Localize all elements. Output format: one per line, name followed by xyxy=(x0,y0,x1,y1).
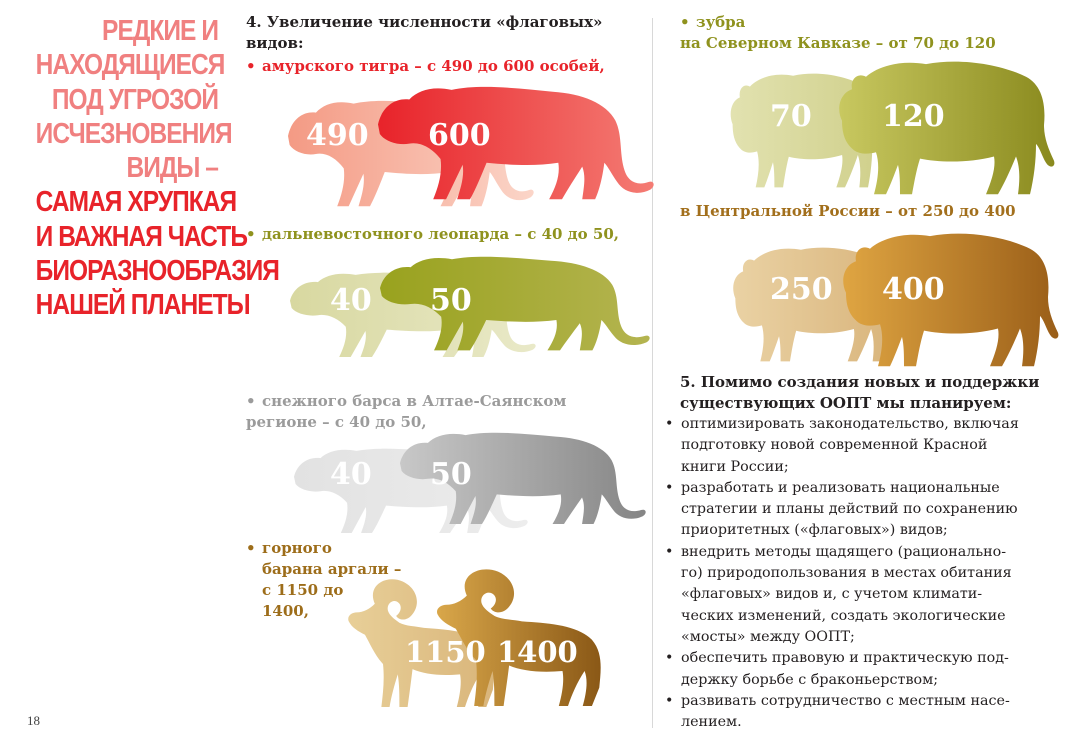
bison-central-label: в Центральной России – от 250 до 400 xyxy=(680,202,1016,220)
argali-label-line: горного xyxy=(262,539,332,557)
plan-item-line: книги России; xyxy=(681,458,789,475)
headline-line: И ВАЖНАЯ ЧАСТЬ xyxy=(35,220,248,253)
bison-central-count-from: 250 xyxy=(770,272,833,307)
plan-item-line: го) природопользования в местах обитания xyxy=(681,565,1012,582)
section4-heading: 4. Увеличение численности «флаговых» вид… xyxy=(246,12,602,54)
plan-item: развивать сотрудничество с местным насе-… xyxy=(663,691,1058,734)
snow-leopard-count-from: 40 xyxy=(330,457,372,492)
plan-item-line: стратегии и планы действий по сохранению xyxy=(681,501,1018,518)
section5-heading: 5. Помимо создания новых и поддержки сущ… xyxy=(680,372,1039,414)
plan-item-line: обеспечить правовую и практическую под- xyxy=(681,650,1009,667)
argali-label: • горного барана аргали – с 1150 до 1400, xyxy=(246,539,402,620)
plan-item-line: «мосты» между ООПТ; xyxy=(681,628,855,645)
snow-leopard-label-line: снежного барса в Алтае-Саянском xyxy=(262,392,567,410)
tiger-count-to: 600 xyxy=(428,118,491,153)
plan-item-line: лением. xyxy=(681,714,742,731)
plan-list: оптимизировать законодательство, включая… xyxy=(663,414,1058,733)
headline-line: САМАЯ ХРУПКАЯ xyxy=(35,186,238,219)
argali-label-line: с 1150 до xyxy=(262,581,344,599)
section5-heading-line: 5. Помимо создания новых и поддержки xyxy=(680,373,1040,391)
plan-item: оптимизировать законодательство, включая… xyxy=(663,414,1058,478)
headline: РЕДКИЕ И НАХОДЯЩИЕСЯ ПОД УГРОЗОЙ ИСЧЕЗНО… xyxy=(35,14,280,323)
section5-heading-line: существующих ООПТ мы планируем: xyxy=(680,394,1012,412)
argali-count-to: 1400 xyxy=(497,635,578,669)
snow-leopard-count-to: 50 xyxy=(430,457,472,492)
bison-label: • зубра на Северном Кавказе – от 70 до 12… xyxy=(680,13,996,52)
plan-item: разработать и реализовать национальные с… xyxy=(663,478,1058,542)
tiger-label-text: амурского тигра – с 490 до 600 особей, xyxy=(262,57,605,75)
leopard-label: • дальневосточного леопарда – с 40 до 50, xyxy=(246,225,619,243)
snow-leopard-label-line: регионе – с 40 до 50, xyxy=(246,413,427,431)
plan-item-line: разработать и реализовать национальные xyxy=(681,479,1000,496)
bison-caucasus-label: на Северном Кавказе – от 70 до 120 xyxy=(680,34,996,52)
headline-line: НАШЕЙ ПЛАНЕТЫ xyxy=(35,289,251,322)
bison-caucasus-count-to: 120 xyxy=(882,99,945,134)
snow-leopard-label: • снежного барса в Алтае-Саянском регионе… xyxy=(246,392,567,431)
plan-item-line: «флаговых» видов и, с учетом климати- xyxy=(681,586,983,603)
headline-line: ИСЧЕЗНОВЕНИЯ xyxy=(35,117,233,150)
page-number: 18 xyxy=(27,713,40,728)
plan-item-line: подготовку новой современной Красной xyxy=(681,437,988,454)
leopard-label-text: дальневосточного леопарда – с 40 до 50, xyxy=(262,225,619,243)
bison-caucasus-silhouette-front xyxy=(839,61,1055,195)
plan-item-line: внедрить методы щадящего (рационально- xyxy=(681,543,1007,560)
tiger-label: • амурского тигра – с 490 до 600 особей, xyxy=(246,57,605,75)
bison-central-count-to: 400 xyxy=(882,272,945,307)
plan-item-line: развивать сотрудничество с местным насе- xyxy=(681,692,1010,709)
headline-line: ВИДЫ – xyxy=(126,152,218,185)
plan-item: обеспечить правовую и практическую под- … xyxy=(663,648,1058,691)
leopard-count-to: 50 xyxy=(430,283,472,318)
section4-heading-line: 4. Увеличение численности «флаговых» xyxy=(246,13,603,31)
headline-line: ПОД УГРОЗОЙ xyxy=(51,83,219,116)
bison-label-line: зубра xyxy=(696,13,746,31)
tiger-silhouette-front xyxy=(378,86,654,200)
leopard-silhouette-front xyxy=(380,256,650,351)
plan-item-line: держку борьбе с браконьерством; xyxy=(681,671,939,688)
headline-line: РЕДКИЕ И xyxy=(102,15,219,47)
plan-item-line: оптимизировать законодательство, включая xyxy=(681,416,1019,432)
plan-item: внедрить методы щадящего (рационально- г… xyxy=(663,542,1058,648)
plan-item-line: ческих изменений, создать экологические xyxy=(681,607,1006,624)
argali-label-line: 1400, xyxy=(262,602,309,620)
plan-item-line: приоритетных («флаговых») видов; xyxy=(681,522,948,539)
bison-caucasus-count-from: 70 xyxy=(770,99,812,134)
tiger-count-from: 490 xyxy=(306,118,369,153)
headline-line: НАХОДЯЩИЕСЯ xyxy=(35,49,226,82)
column-divider xyxy=(652,18,653,728)
section4-heading-line: видов: xyxy=(246,34,304,52)
leopard-count-from: 40 xyxy=(330,283,372,318)
argali-count-from: 1150 xyxy=(405,635,486,669)
argali-label-line: барана аргали – xyxy=(262,560,402,578)
